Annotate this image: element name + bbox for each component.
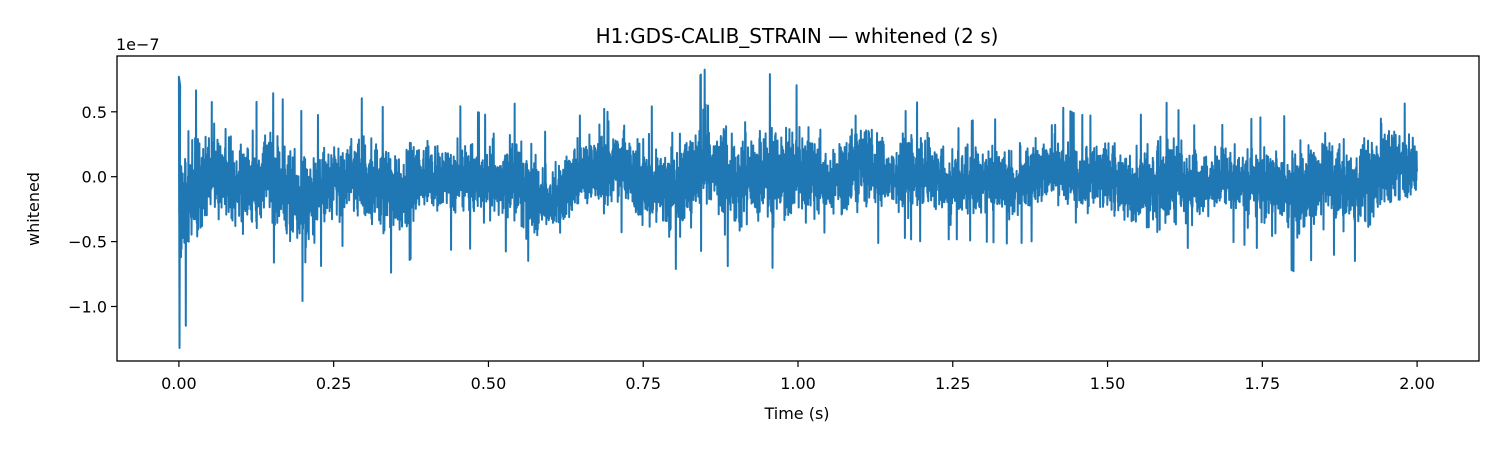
x-axis: 0.00 0.25 0.50 0.75 1.00 1.25 1.50 1.75 2.00 (161, 361, 1435, 393)
x-tick-label: 0.25 (316, 374, 352, 393)
axes-frame (116, 55, 1480, 362)
x-tick-label: 1.75 (1245, 374, 1281, 393)
y-tick-label: 0.5 (82, 103, 107, 122)
series-line (177, 68, 1419, 350)
x-tick-label: 2.00 (1399, 374, 1435, 393)
x-tick-label: 1.00 (780, 374, 816, 393)
y-axis-label: whitened (24, 172, 43, 246)
plot-area (177, 68, 1419, 350)
y-offset-label: 1e−7 (116, 35, 160, 54)
x-tick-label: 0.00 (161, 374, 197, 393)
chart-title: H1:GDS-CALIB_STRAIN — whitened (2 s) (596, 24, 999, 48)
x-axis-label: Time (s) (763, 404, 829, 423)
y-tick-label: 0.0 (82, 168, 107, 187)
y-axis: −1.0 −0.5 0.0 0.5 (68, 103, 117, 316)
x-tick-label: 0.75 (625, 374, 661, 393)
x-tick-label: 1.50 (1090, 374, 1126, 393)
x-tick-label: 0.50 (471, 374, 507, 393)
y-tick-label: −0.5 (68, 233, 107, 252)
x-tick-label: 1.25 (935, 374, 971, 393)
y-tick-label: −1.0 (68, 297, 107, 316)
